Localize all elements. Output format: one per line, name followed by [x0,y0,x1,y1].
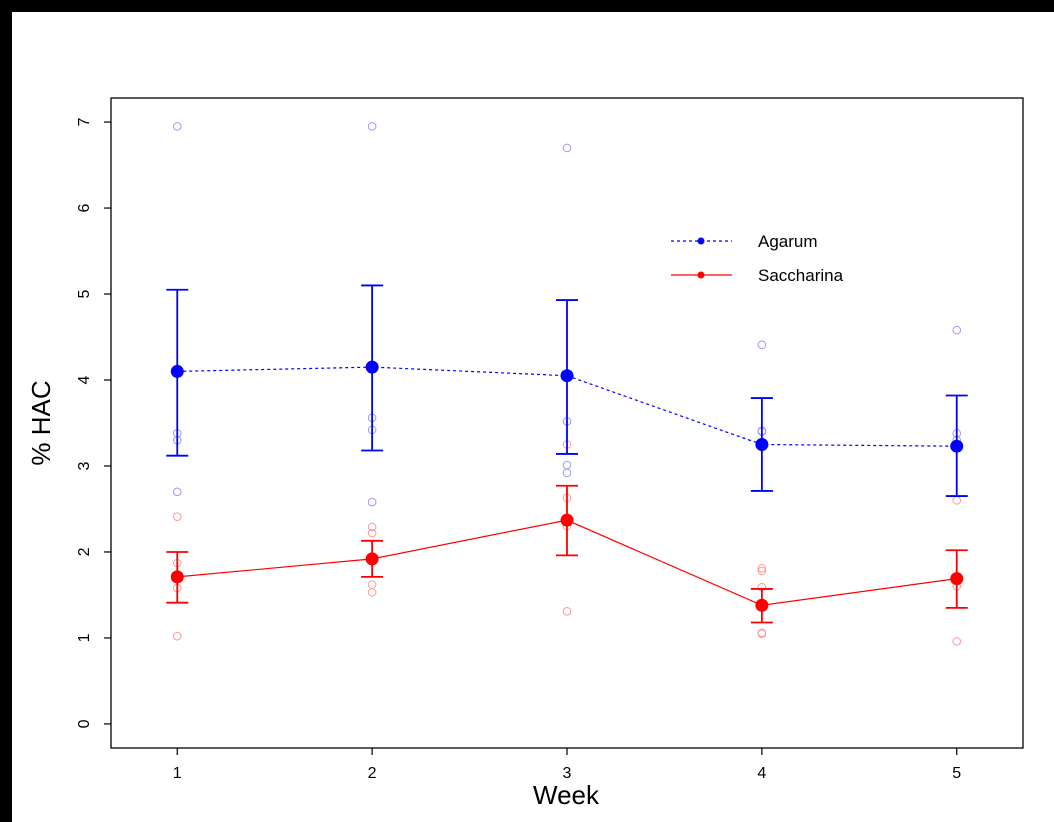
mean-point [560,369,574,383]
raw-point [562,143,572,153]
raw-point [757,629,767,638]
raw-point [562,606,572,616]
x-tick-label: 3 [563,765,572,782]
x-tick-label: 1 [173,765,182,782]
x-tick-label: 4 [757,765,766,782]
mean-point [755,598,769,612]
mean-point [755,437,769,451]
x-tick-label: 5 [952,765,961,782]
y-tick-label: 6 [76,204,93,213]
mean-point [950,572,964,586]
raw-point [367,522,377,532]
mean-point [170,570,184,584]
raw-point [757,566,767,576]
legend-label: Agarum [758,232,818,251]
raw-point [367,528,377,538]
y-tick-label: 2 [76,547,93,556]
chart-svg: 1 2 3 4 5 0 1 2 3 4 5 6 7 Week % HAC Agarum Saccharin… [26,97,1024,810]
y-tick-label: 5 [76,289,93,298]
raw-point [367,580,377,589]
mean-point [170,364,184,378]
raw-point [172,631,182,641]
raw-point [757,340,767,350]
legend-marker [697,237,705,245]
raw-point [952,637,962,646]
y-axis-title: % HAC [26,380,56,465]
y-tick-label: 7 [76,118,93,127]
mean-point [365,360,379,374]
mean-point [950,439,964,453]
raw-point [952,325,962,335]
raw-point [172,122,182,131]
legend: Agarum Saccharina [671,232,844,285]
raw-point [562,460,572,470]
mean-point [560,513,574,527]
legend-marker [697,271,705,279]
x-tick-label: 2 [368,765,377,782]
y-tick-label: 0 [76,719,93,728]
axes: 1 2 3 4 5 0 1 2 3 4 5 6 7 [76,118,961,782]
raw-point [562,468,572,478]
raw-point [757,564,767,573]
chart-panel: 1 2 3 4 5 0 1 2 3 4 5 6 7 Week % HAC Agarum Saccharin… [12,12,1054,822]
x-axis-title: Week [533,780,600,810]
mean-point [365,552,379,566]
raw-point [952,496,962,505]
y-tick-label: 1 [76,633,93,642]
raw-point [367,497,377,507]
y-tick-label: 3 [76,461,93,470]
raw-point [172,512,182,522]
mean-points [170,360,964,612]
raw-point [367,122,377,131]
series-line [177,366,957,447]
legend-label: Saccharina [758,266,844,285]
raw-point [367,588,377,597]
error-bars [166,284,968,624]
y-tick-label: 4 [76,375,93,384]
raw-point [172,487,182,497]
